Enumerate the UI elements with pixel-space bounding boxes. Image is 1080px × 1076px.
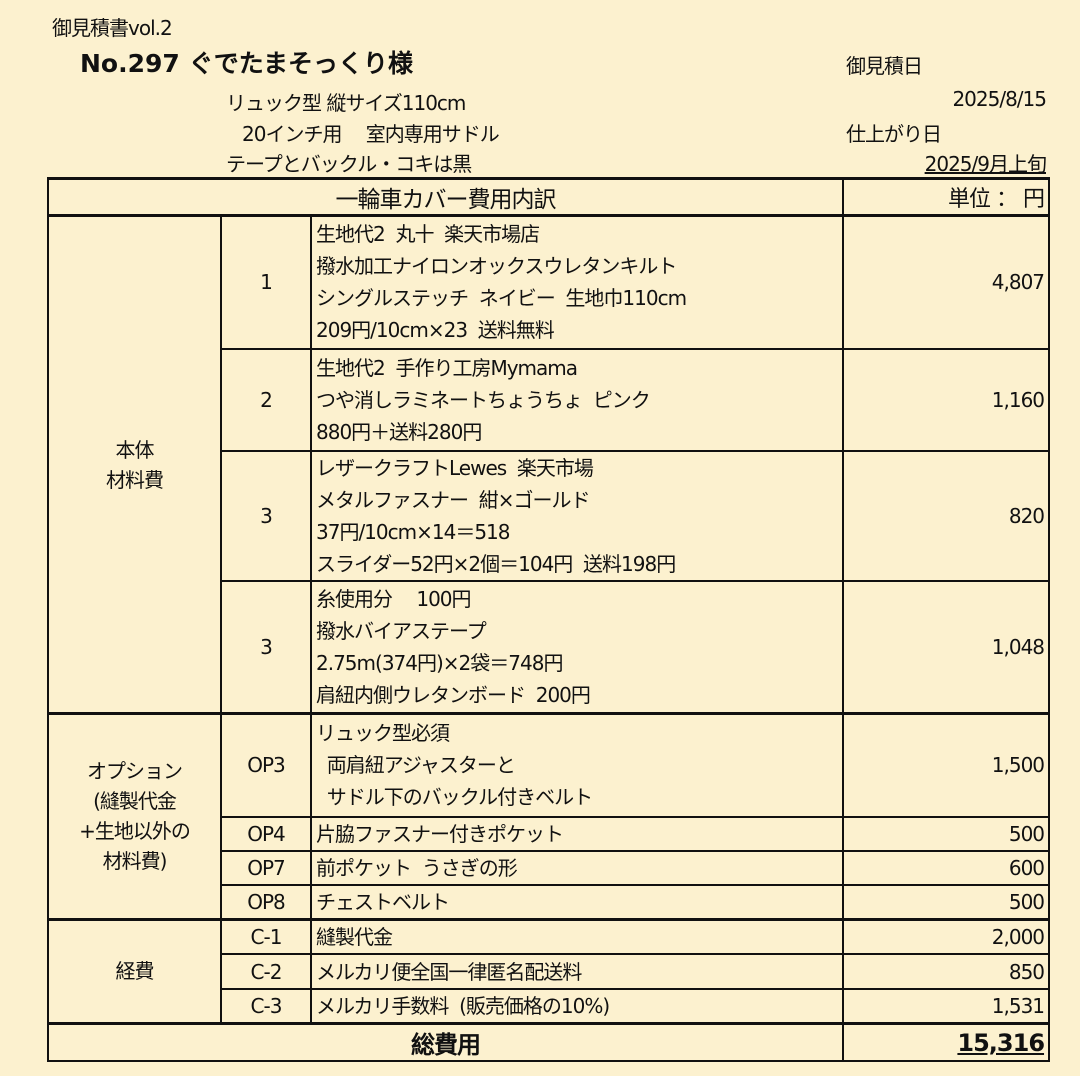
table-row: 本体 材料費 1 生地代2 丸十 楽天市場店 撥水加工ナイロンオックスウレタンキルト シン… — [47, 214, 1051, 715]
category-label: +生地以外の — [79, 819, 191, 844]
estimate-date: 2025/8/15 — [952, 87, 1047, 111]
total-label: 総費用 — [46, 1022, 845, 1062]
category-label: オプション — [87, 759, 183, 784]
item-description: 生地代2 丸十 楽天市場店撥水加工ナイロンオックスウレタンキルト シングルステッチ… — [309, 214, 845, 350]
spec-line: リュック型 縦サイズ110cm — [226, 91, 466, 115]
item-amount: 600 — [842, 849, 1051, 886]
description-line: 生地代2 手作り工房Mymama — [316, 355, 578, 380]
item-description: 片脇ファスナー付きポケット — [309, 815, 845, 852]
description-line: 前ポケット うさぎの形 — [316, 855, 518, 880]
finish-date-label: 仕上がり日 — [846, 122, 942, 146]
item-amount: 500 — [842, 815, 1051, 852]
item-number: OP4 — [220, 815, 312, 852]
cost-breakdown-table: 一輪車カバー費用内訳 単位 ： 円 本体 材料費 1 生地代2 丸十 楽天市場店 撥水加… — [46, 177, 1051, 1062]
category-label: 本体 — [115, 437, 155, 462]
table-row: 3 糸使用分 100円 撥水バイアステープ 2.75m(374円)×2袋＝748円肩紐… — [48, 579, 1051, 715]
item-number: OP3 — [220, 712, 312, 818]
description-line: シングルステッチ ネイビー 生地巾110cm — [316, 286, 687, 311]
item-description: リュック型必須 両肩紐アジャスターと サドル下のバックル付きベルト — [309, 712, 845, 818]
item-number: C-2 — [220, 953, 312, 990]
unit-label: 単位 ： 円 — [842, 177, 1051, 217]
item-amount: 500 — [842, 883, 1051, 920]
item-description: チェストベルト — [309, 883, 845, 920]
description-line: 糸使用分 100円 — [316, 586, 472, 611]
item-number: C-1 — [220, 917, 312, 955]
category-label: 材料費 — [106, 467, 164, 492]
table-row: OP4 片脇ファスナー付きポケット 500 — [48, 815, 1051, 852]
description-line: レザークラフトLewes 楽天市場 — [316, 455, 594, 480]
table-row: C-2 メルカリ便全国一律匿名配送料 850 — [48, 953, 1051, 990]
table-row: 経費 C-1 縫製代金 2,000 — [47, 917, 1051, 1025]
item-description: 縫製代金 — [309, 917, 845, 955]
finish-date: 2025/9月上旬 — [924, 152, 1047, 176]
description-line: 両肩紐アジャスターと — [316, 753, 516, 778]
spec-line: 20インチ用 室内専用サドル — [242, 122, 500, 146]
total-amount: 15,316 — [842, 1022, 1051, 1062]
description-line: サドル下のバックル付きベルト — [316, 785, 593, 810]
document-title: 御見積書vol.2 — [52, 16, 173, 40]
category-cell: 本体 材料費 — [47, 214, 222, 715]
estimate-date-label: 御見積日 — [846, 54, 923, 78]
description-line: 撥水加工ナイロンオックスウレタンキルト — [316, 254, 677, 279]
item-description: メルカリ便全国一律匿名配送料 — [309, 953, 845, 990]
description-line: メルカリ手数料 (販売価格の10%) — [316, 994, 610, 1018]
table-row: OP7 前ポケット うさぎの形 600 — [48, 849, 1051, 886]
item-number: OP8 — [220, 883, 312, 920]
description-line: 縫製代金 — [316, 924, 393, 949]
category-label: 経費 — [115, 959, 155, 984]
category-cell: オプション (縫製代金 +生地以外の 材料費) — [47, 712, 222, 920]
table-row: C-3 メルカリ手数料 (販売価格の10%) 1,531 — [48, 988, 1051, 1025]
item-amount: 2,000 — [842, 917, 1051, 955]
item-amount: 4,807 — [842, 214, 1051, 350]
item-amount: 1,500 — [842, 712, 1051, 818]
description-line: 880円＋送料280円 — [316, 419, 482, 444]
item-number: 3 — [220, 579, 312, 715]
table-row: 2 生地代2 手作り工房Mymama つや消しラミネートちょうちょ ピンク 880円＋… — [48, 347, 1051, 452]
spec-line: テープとバックル・コキは黒 — [226, 152, 472, 176]
item-description: 前ポケット うさぎの形 — [309, 849, 845, 886]
item-amount: 1,160 — [842, 347, 1051, 452]
item-number: 3 — [220, 449, 312, 582]
item-description: レザークラフトLewes 楽天市場 メタルファスナー 紺×ゴールド 37円/10cm… — [309, 449, 845, 582]
item-amount: 850 — [842, 953, 1051, 990]
item-description: メルカリ手数料 (販売価格の10%) — [309, 988, 845, 1025]
table-row: 3 レザークラフトLewes 楽天市場 メタルファスナー 紺×ゴールド 37円/10c… — [48, 449, 1051, 582]
description-line: メルカリ便全国一律匿名配送料 — [316, 959, 582, 984]
category-cell: 経費 — [47, 917, 222, 1025]
description-line: 209円/10cm×23 送料無料 — [316, 318, 555, 343]
description-line: スライダー52円×2個＝104円 送料198円 — [316, 551, 676, 576]
category-label: (縫製代金 — [93, 789, 177, 814]
item-number: 1 — [220, 214, 312, 350]
description-line: 撥水バイアステープ — [316, 618, 487, 643]
table-row: OP8 チェストベルト 500 — [48, 883, 1051, 920]
description-line: チェストベルト — [316, 889, 450, 914]
description-line: 生地代2 丸十 楽天市場店 — [316, 222, 540, 247]
table-row: オプション (縫製代金 +生地以外の 材料費) OP3 リュック型必須 両肩紐アジャスター… — [47, 712, 1051, 920]
description-line: リュック型必須 — [316, 721, 450, 746]
description-line: メタルファスナー 紺×ゴールド — [316, 487, 590, 512]
table-title-row: 一輪車カバー費用内訳 単位 ： 円 — [46, 177, 1051, 217]
item-amount: 1,048 — [842, 579, 1051, 715]
item-number: C-3 — [220, 988, 312, 1025]
total-row: 総費用 15,316 — [46, 1022, 1051, 1062]
description-line: 2.75m(374円)×2袋＝748円 — [316, 650, 563, 675]
item-amount: 1,531 — [842, 988, 1051, 1025]
table-title: 一輪車カバー費用内訳 — [46, 177, 845, 217]
description-line: 37円/10cm×14＝518 — [316, 519, 511, 544]
description-line: つや消しラミネートちょうちょ ピンク — [316, 387, 651, 412]
customer-name: No.297 ぐでたまそっくり様 — [80, 49, 413, 78]
item-amount: 820 — [842, 449, 1051, 582]
description-line: 肩紐内側ウレタンボード 200円 — [316, 682, 591, 707]
item-number: 2 — [220, 347, 312, 452]
item-number: OP7 — [220, 849, 312, 886]
item-description: 生地代2 手作り工房Mymama つや消しラミネートちょうちょ ピンク 880円＋送… — [309, 347, 845, 452]
category-label: 材料費) — [102, 849, 168, 874]
description-line: 片脇ファスナー付きポケット — [316, 821, 564, 846]
item-description: 糸使用分 100円 撥水バイアステープ 2.75m(374円)×2袋＝748円肩紐内… — [309, 579, 845, 715]
